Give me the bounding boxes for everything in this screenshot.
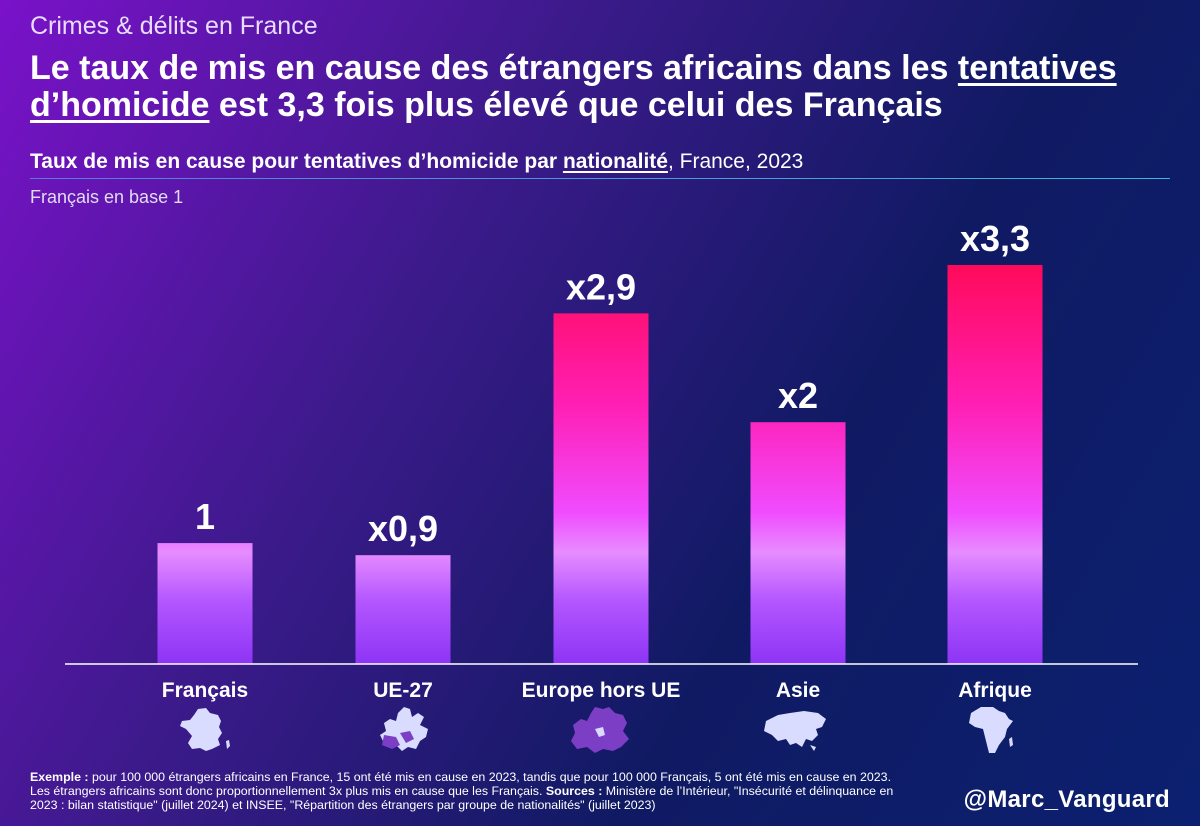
author-handle: @Marc_Vanguard [963, 786, 1170, 813]
example-text: pour 100 000 étrangers africains en Fran… [30, 770, 892, 798]
title-underlined-1: tentatives [957, 49, 1117, 87]
data-label-afrique: x3,3 [960, 218, 1030, 259]
base-note: Français en base 1 [30, 187, 184, 207]
subtitle-bold: Taux de mis en cause pour tentatives d’h… [30, 150, 563, 173]
africa-map-icon [955, 705, 1025, 755]
chart-supertitle: Crimes & délits en France [30, 12, 318, 40]
data-label-asie: x2 [778, 375, 818, 416]
category-label-ue-27: UE-27 [373, 679, 433, 702]
data-label-fran-ais: 1 [195, 496, 215, 537]
category-label-asie: Asie [776, 679, 820, 702]
asia-map-icon [760, 705, 830, 755]
europe-non-eu-map-icon [565, 705, 635, 755]
category-label-europe-hors-ue: Europe hors UE [522, 679, 681, 702]
subtitle-underlined: nationalité [562, 150, 668, 173]
eu27-map-icon [370, 705, 440, 755]
bar-afrique [947, 265, 1043, 664]
france-map-icon [170, 705, 240, 755]
bar-ue-27 [355, 555, 451, 664]
bar-asie [750, 422, 846, 664]
sources-text: Ministère de l’Intérieur, "Insécurité et… [30, 784, 894, 812]
bar-fran-ais [157, 543, 253, 664]
bar-europe-hors-ue [553, 313, 649, 664]
data-label-ue-27: x0,9 [368, 508, 438, 549]
title-text-part1: Le taux de mis en cause des étrangers af… [30, 49, 958, 87]
example-label: Exemple : [30, 770, 89, 784]
category-label-afrique: Afrique [958, 679, 1032, 702]
chart-title: Le taux de mis en cause des étrangers af… [30, 50, 1170, 124]
sources-label: Sources : [545, 784, 603, 798]
footnote: Exemple : pour 100 000 étrangers africai… [30, 770, 910, 812]
data-label-europe-hors-ue: x2,9 [566, 266, 636, 307]
category-label-fran-ais: Français [162, 679, 248, 702]
chart-subtitle: Taux de mis en cause pour tentatives d’h… [30, 150, 803, 174]
subtitle-rest: , France, 2023 [667, 150, 804, 173]
subtitle-divider [30, 178, 1170, 179]
title-text-part2: est 3,3 fois plus élevé que celui des Fr… [209, 86, 943, 124]
title-underlined-2: d’homicide [30, 86, 210, 124]
